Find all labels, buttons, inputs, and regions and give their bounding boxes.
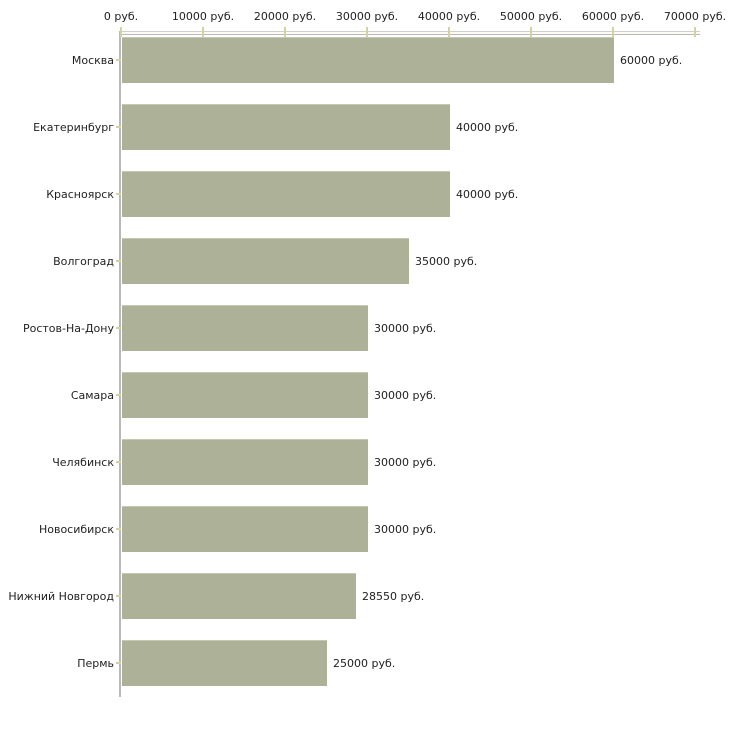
category-label: Москва <box>71 53 114 67</box>
value-label: 30000 руб. <box>374 321 437 335</box>
x-tick-mark <box>366 27 368 37</box>
bar <box>122 238 409 284</box>
category-label: Волгоград <box>53 254 114 268</box>
x-tick-mark <box>448 27 450 37</box>
bar <box>122 305 368 351</box>
chart-row: Екатеринбург 40000 руб. <box>0 104 730 150</box>
chart-row: Новосибирск 30000 руб. <box>0 506 730 552</box>
category-label: Новосибирск <box>38 522 114 536</box>
y-tick-mark <box>116 595 121 597</box>
x-tick-mark <box>284 27 286 37</box>
y-tick-mark <box>116 662 121 664</box>
chart-row: Волгоград 35000 руб. <box>0 238 730 284</box>
y-tick-mark <box>116 59 121 61</box>
category-label: Екатеринбург <box>33 120 114 134</box>
chart-row: Пермь 25000 руб. <box>0 640 730 686</box>
category-label: Пермь <box>77 656 114 670</box>
chart-row: Ростов-На-Дону 30000 руб. <box>0 305 730 351</box>
value-label: 40000 руб. <box>456 120 519 134</box>
y-tick-mark <box>116 260 121 262</box>
value-label: 40000 руб. <box>456 187 519 201</box>
x-tick-label: 70000 руб. <box>663 10 727 23</box>
x-tick-label: 10000 руб. <box>171 10 235 23</box>
category-label: Нижний Новгород <box>8 589 114 603</box>
value-label: 30000 руб. <box>374 388 437 402</box>
y-axis-line <box>119 31 121 697</box>
bar <box>122 37 614 83</box>
x-tick-label: 20000 руб. <box>253 10 317 23</box>
bar <box>122 640 327 686</box>
bar <box>122 171 450 217</box>
x-tick-mark <box>612 27 614 37</box>
y-tick-mark <box>116 126 121 128</box>
x-tick-label: 50000 руб. <box>499 10 563 23</box>
bar <box>122 573 356 619</box>
category-label: Красноярск <box>46 187 114 201</box>
category-label: Ростов-На-Дону <box>22 321 114 335</box>
y-tick-mark <box>116 394 121 396</box>
category-label: Челябинск <box>52 455 114 469</box>
chart-row: Нижний Новгород 28550 руб. <box>0 573 730 619</box>
x-tick-label: 0 руб. <box>103 10 139 23</box>
value-label: 35000 руб. <box>415 254 478 268</box>
value-label: 28550 руб. <box>362 589 425 603</box>
x-tick-mark <box>530 27 532 37</box>
category-label: Самара <box>70 388 114 402</box>
value-label: 30000 руб. <box>374 455 437 469</box>
value-label: 30000 руб. <box>374 522 437 536</box>
x-axis-line <box>121 31 700 35</box>
x-tick-mark <box>202 27 204 37</box>
x-tick-mark <box>694 27 696 37</box>
value-label: 60000 руб. <box>620 53 683 67</box>
x-tick-label: 60000 руб. <box>581 10 645 23</box>
chart-row: Красноярск 40000 руб. <box>0 171 730 217</box>
y-tick-mark <box>116 193 121 195</box>
x-tick-label: 30000 руб. <box>335 10 399 23</box>
bar <box>122 439 368 485</box>
bar <box>122 104 450 150</box>
bar <box>122 506 368 552</box>
x-tick-mark <box>120 27 122 37</box>
x-tick-label: 40000 руб. <box>417 10 481 23</box>
chart-row: Москва 60000 руб. <box>0 37 730 83</box>
bar <box>122 372 368 418</box>
chart-row: Самара 30000 руб. <box>0 372 730 418</box>
chart-row: Челябинск 30000 руб. <box>0 439 730 485</box>
y-tick-mark <box>116 327 121 329</box>
y-tick-mark <box>116 528 121 530</box>
value-label: 25000 руб. <box>333 656 396 670</box>
y-tick-mark <box>116 461 121 463</box>
